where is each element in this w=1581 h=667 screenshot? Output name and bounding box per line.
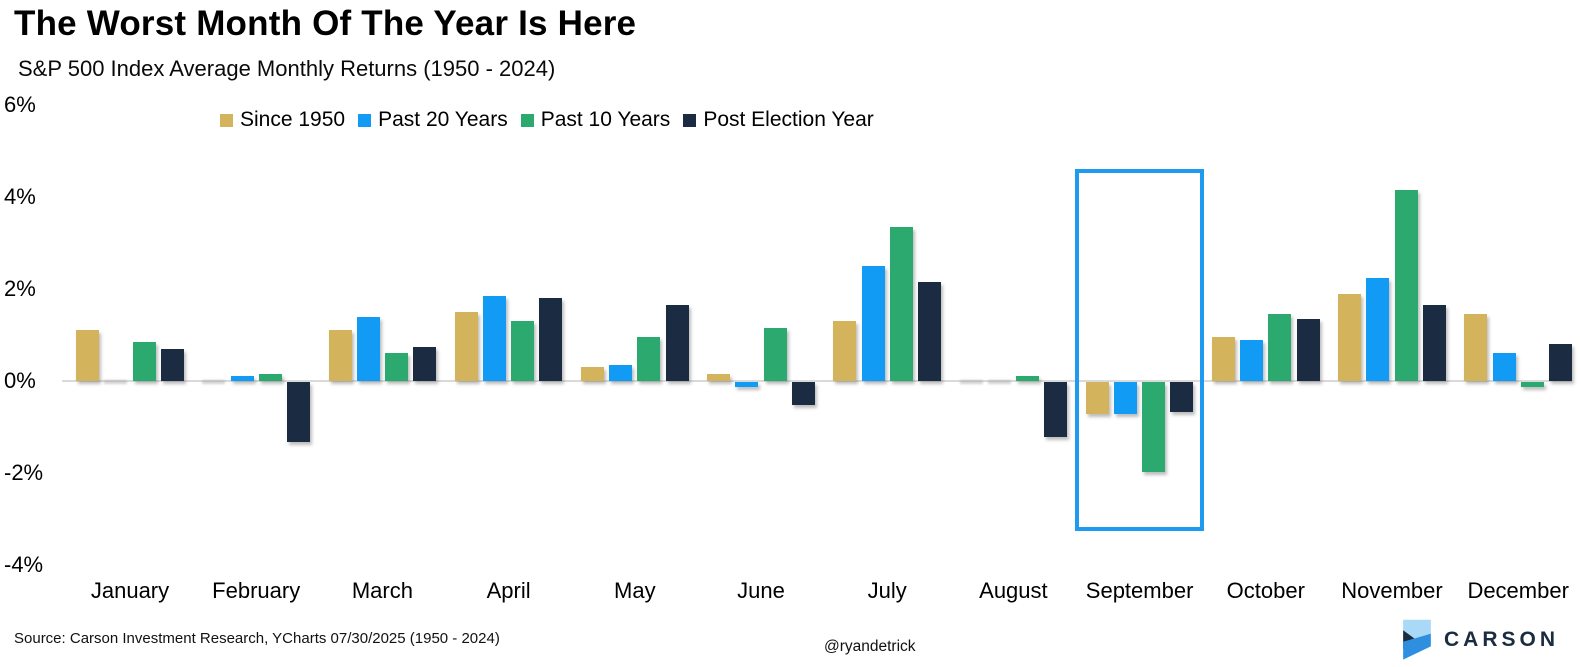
legend-label: Post Election Year (703, 108, 874, 131)
september-highlight-box (1075, 169, 1205, 531)
legend-swatch-icon (520, 113, 534, 127)
bar-post-election-year-august (1044, 382, 1068, 438)
bar-past-20-years-november (1366, 277, 1390, 381)
bar-post-election-year-october (1296, 318, 1320, 381)
legend-label: Past 20 Years (378, 108, 508, 131)
source-text: Source: Carson Investment Research, YCha… (14, 630, 500, 647)
carson-logo-icon (1403, 619, 1431, 660)
bar-post-election-year-september (1170, 382, 1194, 412)
bar-since-1950-july (833, 321, 857, 381)
bar-past-10-years-january (132, 341, 156, 381)
y-tick-label: -2% (4, 460, 44, 485)
bar-post-election-year-july (918, 282, 941, 381)
legend-label: Past 10 Years (540, 108, 671, 131)
bar-past-20-years-january (104, 380, 128, 384)
legend-item-post-election-year: Post Election Year (683, 108, 874, 132)
y-tick-label: 0% (4, 368, 36, 393)
bar-since-1950-august (959, 380, 983, 384)
bar-past-10-years-july (889, 226, 913, 381)
legend: Since 1950 Past 20 Years Past 10 Years Post… (220, 108, 874, 132)
chart-title: The Worst Month Of The Year Is Here (14, 4, 637, 43)
legend-item-since-1950: Since 1950 (220, 108, 345, 132)
legend-item-past-10-years: Past 10 Years (520, 108, 671, 132)
bar-post-election-year-june (791, 382, 815, 405)
x-axis-label-october: October (1226, 578, 1305, 603)
bar-past-20-years-december (1492, 353, 1516, 381)
bar-past-10-years-august (1016, 376, 1039, 381)
bar-since-1950-december (1464, 314, 1488, 381)
bar-past-10-years-december (1520, 382, 1544, 387)
bar-post-election-year-december (1549, 344, 1572, 381)
bar-past-10-years-march (385, 353, 408, 381)
x-axis-label-september: September (1085, 578, 1194, 603)
bar-past-10-years-june (763, 328, 787, 381)
bar-past-10-years-april (511, 321, 535, 381)
legend-swatch-icon (220, 113, 233, 127)
carson-wordmark: CARSON (1444, 628, 1560, 651)
bar-past-20-years-july (861, 266, 885, 381)
bar-past-20-years-october (1240, 339, 1264, 381)
bar-since-1950-september (1085, 382, 1109, 415)
bar-since-1950-january (76, 330, 100, 381)
bar-post-election-year-february (287, 382, 310, 442)
bar-past-10-years-october (1268, 314, 1292, 381)
bar-since-1950-november (1338, 293, 1362, 381)
x-axis-label-may: May (614, 578, 656, 603)
bar-post-election-year-april (539, 298, 563, 381)
bar-post-election-year-january (160, 348, 184, 381)
x-axis-label-january: January (90, 578, 170, 603)
bar-since-1950-march (328, 330, 352, 381)
legend-label: Since 1950 (240, 108, 346, 131)
bar-post-election-year-march (413, 346, 437, 381)
y-tick-label: 2% (4, 276, 36, 301)
x-axis-zero-line (62, 380, 1572, 382)
bar-past-20-years-may (609, 364, 633, 381)
legend-swatch-icon (683, 113, 697, 127)
x-axis-label-february: February (212, 578, 301, 603)
x-axis-label-december: December (1467, 578, 1569, 603)
legend-swatch-icon (358, 113, 372, 127)
bar-past-20-years-september (1114, 382, 1137, 415)
x-axis-label-july: July (867, 578, 907, 603)
bar-past-20-years-april (483, 295, 506, 381)
y-tick-label: -4% (4, 552, 44, 577)
twitter-handle: @ryandetrick (824, 638, 916, 655)
x-axis-label-april: April (486, 578, 531, 603)
y-tick-label: 6% (4, 92, 36, 117)
bar-past-20-years-june (735, 382, 759, 387)
bar-since-1950-february (202, 380, 226, 384)
bar-post-election-year-may (665, 305, 689, 381)
x-axis-label-august: August (979, 578, 1048, 603)
bar-past-20-years-march (356, 316, 380, 381)
x-axis-label-march: March (351, 578, 413, 603)
bar-past-10-years-november (1394, 190, 1418, 381)
carson-logo: CARSON (1402, 618, 1559, 662)
bar-past-10-years-february (258, 374, 282, 381)
bar-past-20-years-february (230, 376, 254, 381)
chart-subtitle: S&P 500 Index Average Monthly Returns (1… (18, 56, 556, 81)
x-axis-label-june: June (737, 578, 785, 603)
legend-item-past-20-years: Past 20 Years (358, 108, 508, 132)
bar-since-1950-april (454, 312, 478, 381)
bar-since-1950-june (707, 374, 731, 381)
bar-past-10-years-september (1142, 382, 1166, 472)
y-tick-label: 4% (4, 184, 36, 209)
bar-since-1950-may (581, 367, 604, 381)
bar-past-10-years-may (637, 337, 661, 381)
bar-post-election-year-november (1422, 305, 1446, 381)
x-axis-label-november: November (1341, 578, 1443, 603)
bar-since-1950-october (1212, 337, 1235, 381)
bar-past-20-years-august (987, 380, 1011, 384)
